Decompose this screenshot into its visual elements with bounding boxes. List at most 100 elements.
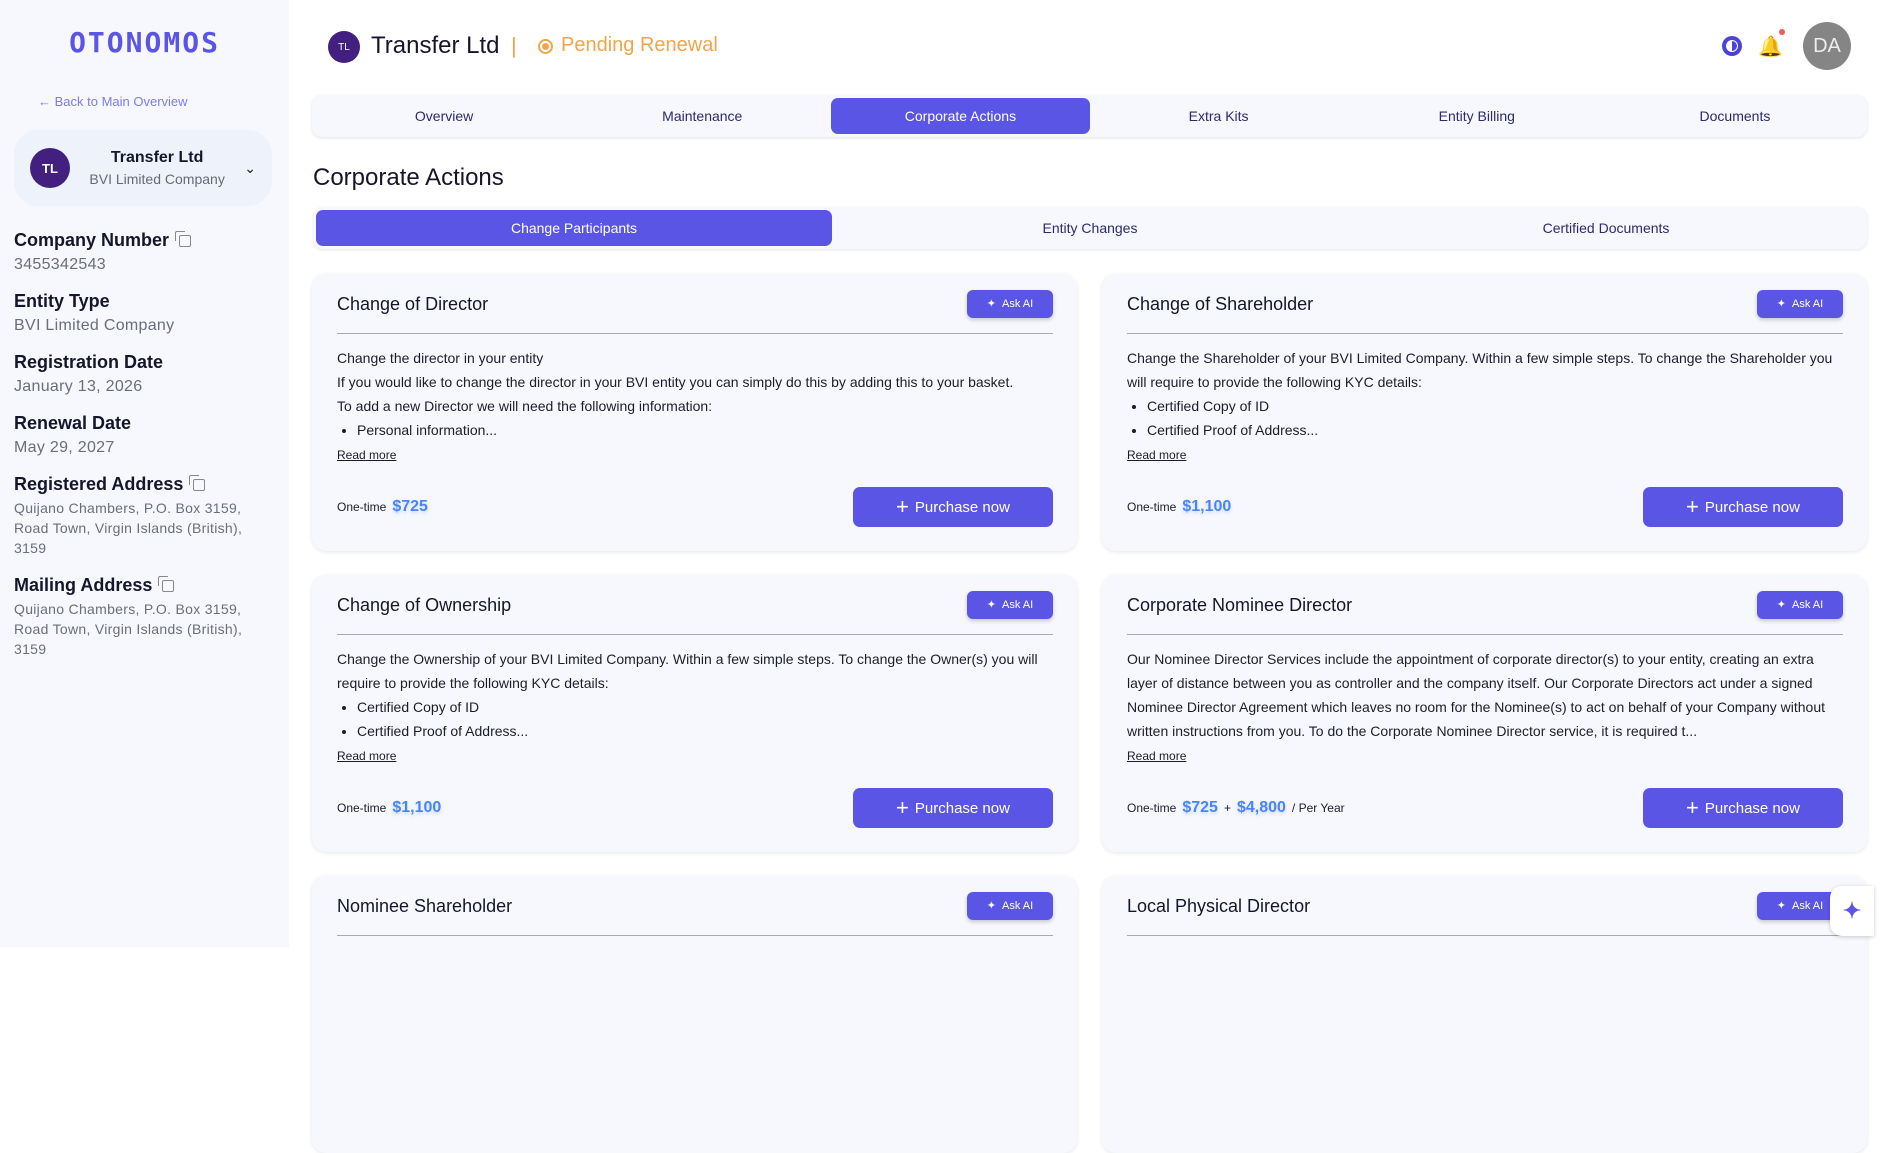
user-avatar[interactable]: DA: [1803, 22, 1851, 70]
tab-documents[interactable]: Documents: [1699, 108, 1771, 124]
description-bullet: Certified Proof of Address...: [1147, 418, 1843, 442]
service-card: Change of Director ✦ Ask AI Change the dire…: [312, 274, 1077, 551]
page-header-title: Transfer Ltd: [371, 32, 500, 59]
plus-icon: +: [1686, 795, 1699, 820]
theme-toggle-icon[interactable]: [1722, 36, 1742, 56]
purchase-now-button[interactable]: + Purchase now: [853, 788, 1053, 828]
ask-ai-button[interactable]: ✦ Ask AI: [967, 590, 1053, 619]
purchase-now-button[interactable]: + Purchase now: [1643, 487, 1843, 527]
price-plus: +: [1223, 801, 1231, 815]
logo: OTONOMOS: [69, 26, 220, 59]
info-label: Entity Type: [14, 291, 110, 311]
card-description: Change the director in your entity If you…: [337, 346, 1053, 442]
info-field: Registered Address Quijano Chambers, P.O.…: [14, 474, 276, 558]
ask-ai-label: Ask AI: [1792, 598, 1824, 611]
price-amount: $1,100: [392, 799, 442, 816]
info-label-row: Registration Date: [14, 352, 276, 373]
info-label-row: Mailing Address: [14, 575, 276, 596]
service-card: Change of Shareholder ✦ Ask AI Change the S…: [1102, 274, 1867, 551]
card-footer: One-time $725 + Purchase now: [337, 487, 1053, 527]
sub-tabs: Change Participants Entity Changes Certifi…: [313, 207, 1867, 249]
price: One-time $725: [337, 498, 428, 516]
entity-info: Company Number 3455342543 Entity Type BVI L…: [14, 230, 276, 676]
info-label-row: Entity Type: [14, 291, 276, 312]
price-period: / Per Year: [1291, 801, 1345, 815]
info-label: Mailing Address: [14, 575, 153, 595]
info-value: Quijano Chambers, P.O. Box 3159, Road To…: [14, 601, 243, 657]
purchase-now-button[interactable]: + Purchase now: [853, 487, 1053, 527]
service-card: Nominee Shareholder ✦ Ask AI: [312, 876, 1077, 1153]
card-header: Corporate Nominee Director ✦ Ask AI: [1127, 575, 1843, 635]
card-description: Change the Ownership of your BVI Limited…: [337, 647, 1053, 743]
ask-ai-button[interactable]: ✦ Ask AI: [967, 289, 1053, 318]
read-more-link[interactable]: Read more: [1127, 448, 1187, 462]
read-more-link[interactable]: Read more: [1127, 749, 1187, 763]
ask-ai-button[interactable]: ✦ Ask AI: [1757, 289, 1843, 318]
read-more-link[interactable]: Read more: [337, 448, 397, 462]
tab-entity-billing[interactable]: Entity Billing: [1438, 108, 1515, 124]
card-header: Change of Shareholder ✦ Ask AI: [1127, 274, 1843, 334]
ask-ai-button[interactable]: ✦ Ask AI: [967, 891, 1053, 920]
price-type: One-time: [1127, 801, 1177, 815]
description-paragraph: Change the director in your entity: [337, 350, 544, 366]
copy-icon[interactable]: [158, 575, 175, 592]
info-label-row: Renewal Date: [14, 413, 276, 434]
ask-ai-label: Ask AI: [1002, 899, 1034, 912]
header-separator: |: [511, 33, 517, 58]
card-title: Corporate Nominee Director: [1127, 595, 1353, 615]
info-value: January 13, 2026: [14, 378, 143, 395]
info-value: Quijano Chambers, P.O. Box 3159, Road To…: [14, 500, 243, 556]
card-header: Change of Ownership ✦ Ask AI: [337, 575, 1053, 635]
read-more-link[interactable]: Read more: [337, 749, 397, 763]
ask-ai-label: Ask AI: [1002, 598, 1034, 611]
tab-extra-kits[interactable]: Extra Kits: [1188, 108, 1249, 124]
purchase-now-button[interactable]: + Purchase now: [1643, 788, 1843, 828]
description-list: Certified Copy of IDCertified Proof of A…: [337, 695, 1053, 743]
card-header: Local Physical Director ✦ Ask AI: [1127, 876, 1843, 936]
card-footer: One-time $1,100 + Purchase now: [337, 788, 1053, 828]
subtab-entity-changes[interactable]: Entity Changes: [1042, 220, 1138, 236]
info-label-row: Registered Address: [14, 474, 276, 495]
card-title: Nominee Shareholder: [337, 896, 513, 916]
description-list: Personal information...: [337, 418, 1053, 442]
ai-assistant-button[interactable]: ✦: [1830, 886, 1874, 936]
description-list: Certified Copy of IDCertified Proof of A…: [1127, 394, 1843, 442]
info-label: Registered Address: [14, 474, 184, 494]
sparkle-icon: ✦: [986, 900, 997, 912]
card-header: Change of Director ✦ Ask AI: [337, 274, 1053, 334]
plus-icon: +: [896, 494, 909, 519]
description-paragraph: If you would like to change the director…: [337, 374, 1014, 390]
copy-icon[interactable]: [189, 474, 206, 491]
card-title: Change of Director: [337, 294, 489, 314]
description-bullet: Certified Proof of Address...: [357, 719, 1053, 743]
ask-ai-label: Ask AI: [1002, 297, 1034, 310]
price-amount: $1,100: [1182, 498, 1232, 515]
sparkle-icon: ✦: [1776, 900, 1787, 912]
entity-switcher[interactable]: TL Transfer Ltd BVI Limited Company ⌄: [14, 130, 272, 206]
purchase-label: Purchase now: [914, 498, 1010, 516]
sparkle-icon: ✦: [986, 599, 997, 611]
info-field: Renewal Date May 29, 2027: [14, 413, 276, 457]
price-type: One-time: [337, 500, 387, 514]
description-paragraph: Change the Shareholder of your BVI Limit…: [1127, 350, 1833, 390]
entity-avatar: TL: [30, 148, 70, 188]
ask-ai-button[interactable]: ✦ Ask AI: [1757, 891, 1843, 920]
subtab-certified-documents[interactable]: Certified Documents: [1542, 220, 1670, 236]
subtab-change-participants[interactable]: Change Participants: [316, 210, 832, 246]
purchase-label: Purchase now: [1704, 799, 1800, 817]
tab-maintenance[interactable]: Maintenance: [662, 108, 743, 124]
card-title: Change of Shareholder: [1127, 294, 1314, 314]
info-label-row: Company Number: [14, 230, 276, 251]
ask-ai-button[interactable]: ✦ Ask AI: [1757, 590, 1843, 619]
info-value: BVI Limited Company: [14, 317, 175, 334]
tab-corporate-actions[interactable]: Corporate Actions: [831, 98, 1090, 134]
copy-icon[interactable]: [175, 230, 192, 247]
chevron-down-icon[interactable]: ⌄: [244, 159, 256, 176]
bell-icon[interactable]: 🔔: [1758, 36, 1783, 58]
page-title: Corporate Actions: [313, 164, 504, 191]
ask-ai-label: Ask AI: [1792, 297, 1824, 310]
description-bullet: Personal information...: [357, 418, 1053, 442]
back-to-main-overview-link[interactable]: ← Back to Main Overview: [38, 94, 188, 109]
description-bullet: Certified Copy of ID: [357, 695, 1053, 719]
tab-overview[interactable]: Overview: [414, 108, 474, 124]
